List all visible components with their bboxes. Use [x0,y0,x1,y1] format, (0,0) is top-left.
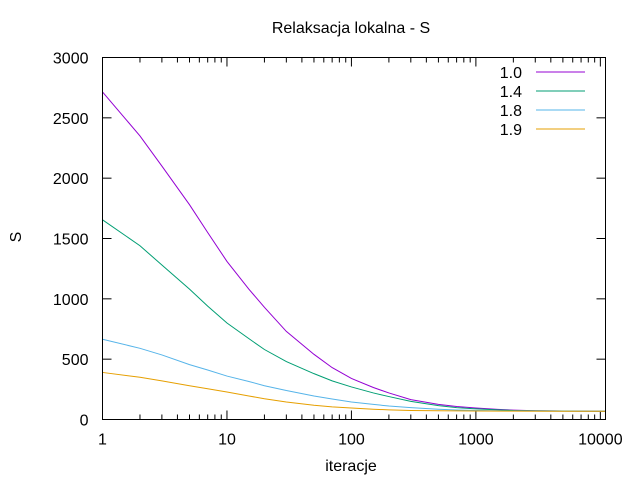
x-axis-label: iteracje [325,458,377,475]
series-line-1-0 [102,91,606,412]
x-tick-label: 1000 [458,432,494,449]
y-tick-label: 2500 [53,111,89,128]
x-axis: 1 10 100 1000 10000 [98,57,623,449]
chart-title: Relaksacja lokalna - S [272,20,430,37]
legend-label: 1.9 [500,122,522,139]
legend: 1.0 1.4 1.8 1.9 [500,65,585,139]
x-tick-label: 100 [338,432,365,449]
y-tick-label: 3000 [53,51,89,68]
series-line-1-9 [102,371,606,412]
legend-label: 1.8 [500,103,522,120]
y-axis: 0 500 1000 1500 2000 2500 3000 [53,51,606,430]
y-tick-label: 1500 [53,232,89,249]
y-axis-label: S [8,232,25,243]
y-tick-label: 500 [62,352,89,369]
x-tick-label: 10000 [578,432,623,449]
x-tick-label: 10 [218,432,236,449]
plot-frame [102,57,606,420]
series-line-1-4 [102,219,606,412]
x-tick-label: 1 [98,432,107,449]
y-tick-label: 0 [80,413,89,430]
y-tick-label: 1000 [53,292,89,309]
y-tick-label: 2000 [53,171,89,188]
series-line-1-8 [102,338,606,412]
legend-label: 1.0 [500,65,522,82]
plot-series [102,91,606,412]
legend-label: 1.4 [500,84,522,101]
